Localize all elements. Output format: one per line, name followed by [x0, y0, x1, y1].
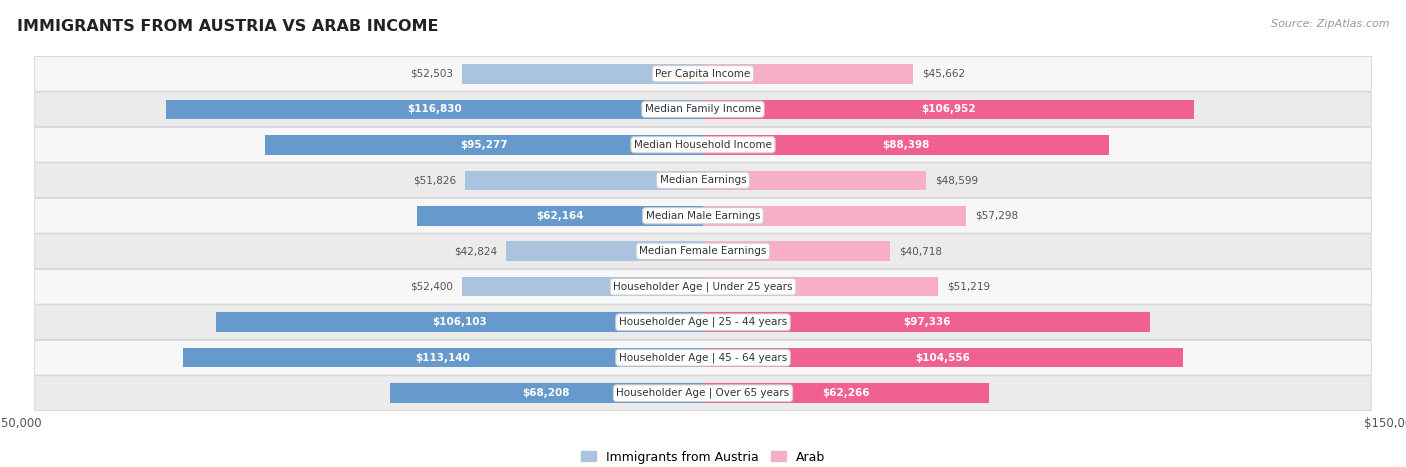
Text: $62,164: $62,164	[537, 211, 583, 221]
FancyBboxPatch shape	[35, 376, 1371, 410]
Text: $57,298: $57,298	[976, 211, 1018, 221]
Text: Source: ZipAtlas.com: Source: ZipAtlas.com	[1271, 19, 1389, 28]
Bar	[703, 383, 988, 403]
Text: Householder Age | 45 - 64 years: Householder Age | 45 - 64 years	[619, 353, 787, 363]
Bar	[465, 170, 703, 190]
FancyBboxPatch shape	[35, 269, 1371, 304]
Text: $113,140: $113,140	[416, 353, 471, 363]
Text: Median Female Earnings: Median Female Earnings	[640, 246, 766, 256]
Bar	[506, 241, 703, 261]
FancyBboxPatch shape	[35, 163, 1371, 198]
Bar	[703, 348, 1184, 368]
Bar	[703, 241, 890, 261]
Bar	[703, 312, 1150, 332]
Bar	[703, 64, 912, 84]
Bar	[266, 135, 703, 155]
Text: $42,824: $42,824	[454, 246, 498, 256]
FancyBboxPatch shape	[35, 57, 1371, 91]
Text: $52,400: $52,400	[411, 282, 453, 292]
Bar	[703, 135, 1109, 155]
FancyBboxPatch shape	[35, 92, 1371, 127]
Text: $95,277: $95,277	[460, 140, 508, 150]
Text: IMMIGRANTS FROM AUSTRIA VS ARAB INCOME: IMMIGRANTS FROM AUSTRIA VS ARAB INCOME	[17, 19, 439, 34]
Text: $68,208: $68,208	[523, 388, 569, 398]
Text: $40,718: $40,718	[900, 246, 942, 256]
Text: $52,503: $52,503	[409, 69, 453, 79]
FancyBboxPatch shape	[35, 198, 1371, 233]
Bar	[418, 206, 703, 226]
Bar	[183, 348, 703, 368]
Text: Median Family Income: Median Family Income	[645, 104, 761, 114]
Text: $106,103: $106,103	[432, 317, 486, 327]
Text: $48,599: $48,599	[935, 175, 979, 185]
Text: $88,398: $88,398	[883, 140, 929, 150]
Bar	[215, 312, 703, 332]
Text: $106,952: $106,952	[921, 104, 976, 114]
Text: $62,266: $62,266	[823, 388, 870, 398]
Text: Householder Age | 25 - 44 years: Householder Age | 25 - 44 years	[619, 317, 787, 327]
Bar	[166, 99, 703, 119]
Text: $51,219: $51,219	[948, 282, 991, 292]
Text: $104,556: $104,556	[915, 353, 970, 363]
Bar	[463, 277, 703, 297]
Bar	[703, 277, 938, 297]
Text: $51,826: $51,826	[412, 175, 456, 185]
FancyBboxPatch shape	[35, 234, 1371, 269]
Bar	[703, 206, 966, 226]
Bar	[389, 383, 703, 403]
Bar	[461, 64, 703, 84]
Text: $116,830: $116,830	[408, 104, 463, 114]
Bar	[703, 99, 1194, 119]
Text: Householder Age | Under 25 years: Householder Age | Under 25 years	[613, 282, 793, 292]
FancyBboxPatch shape	[35, 305, 1371, 340]
FancyBboxPatch shape	[35, 127, 1371, 162]
Text: Median Male Earnings: Median Male Earnings	[645, 211, 761, 221]
Text: Householder Age | Over 65 years: Householder Age | Over 65 years	[616, 388, 790, 398]
Text: $97,336: $97,336	[903, 317, 950, 327]
Text: Median Household Income: Median Household Income	[634, 140, 772, 150]
Text: Per Capita Income: Per Capita Income	[655, 69, 751, 79]
Bar	[703, 170, 927, 190]
Text: $45,662: $45,662	[922, 69, 965, 79]
Text: Median Earnings: Median Earnings	[659, 175, 747, 185]
FancyBboxPatch shape	[35, 340, 1371, 375]
Legend: Immigrants from Austria, Arab: Immigrants from Austria, Arab	[575, 446, 831, 467]
